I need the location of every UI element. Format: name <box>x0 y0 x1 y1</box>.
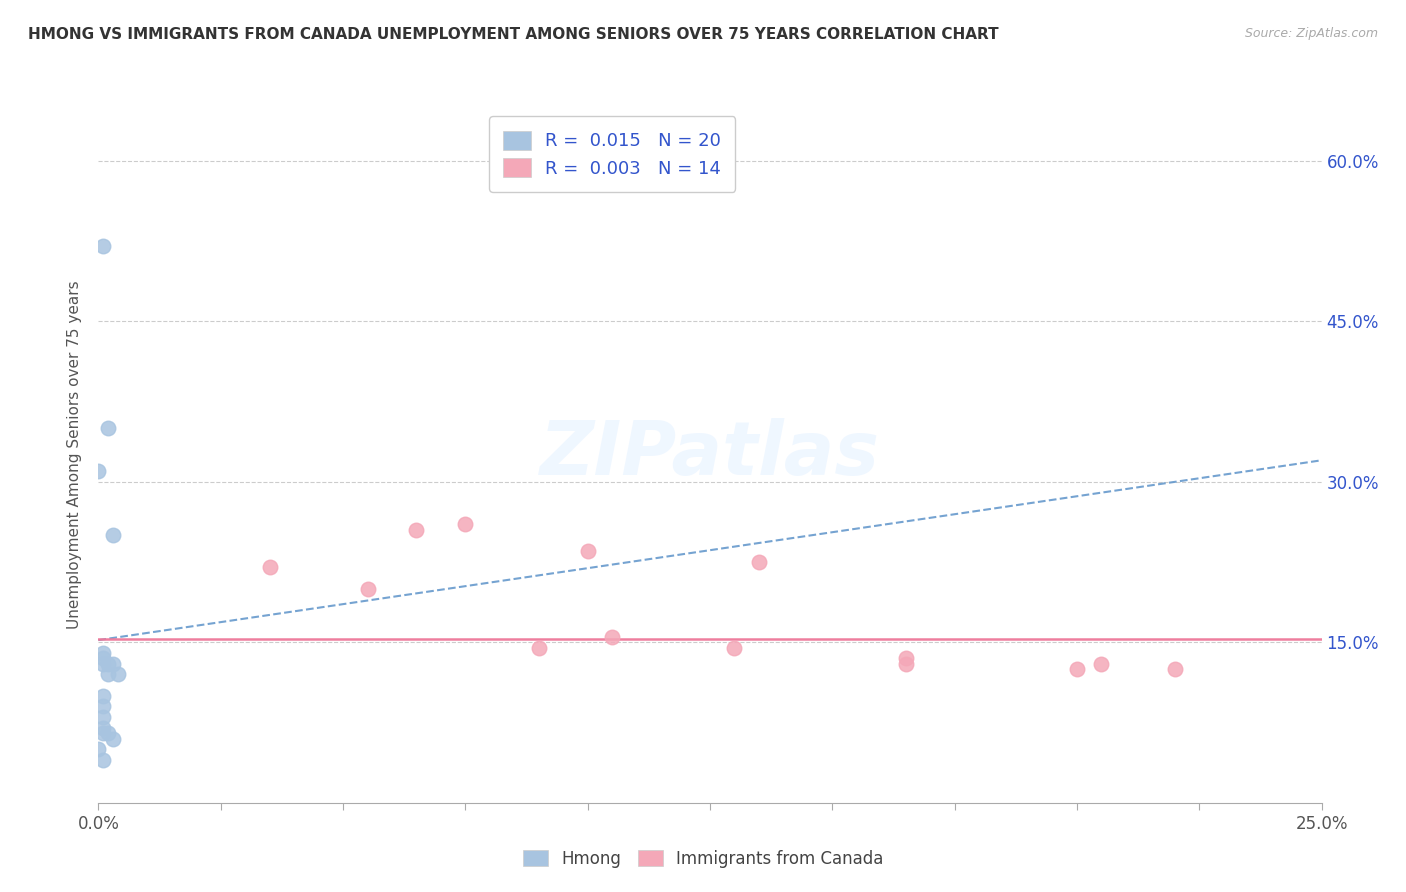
Point <box>1090 657 1112 671</box>
Point <box>101 657 124 671</box>
Point <box>894 651 917 665</box>
Point <box>1066 662 1088 676</box>
Point <box>723 640 745 655</box>
Point <box>91 699 114 714</box>
Point <box>87 742 110 756</box>
Text: Source: ZipAtlas.com: Source: ZipAtlas.com <box>1244 27 1378 40</box>
Point <box>748 555 770 569</box>
Point <box>91 753 114 767</box>
Y-axis label: Unemployment Among Seniors over 75 years: Unemployment Among Seniors over 75 years <box>67 281 83 629</box>
Point <box>101 731 124 746</box>
Point <box>405 523 427 537</box>
Legend: Hmong, Immigrants from Canada: Hmong, Immigrants from Canada <box>516 844 890 875</box>
Legend: R =  0.015   N = 20, R =  0.003   N = 14: R = 0.015 N = 20, R = 0.003 N = 14 <box>489 116 735 192</box>
Point <box>894 657 917 671</box>
Point <box>356 582 378 596</box>
Point <box>259 560 281 574</box>
Point <box>91 710 114 724</box>
Point <box>97 726 120 740</box>
Point <box>97 667 120 681</box>
Point <box>576 544 599 558</box>
Point <box>91 726 114 740</box>
Point <box>91 239 114 253</box>
Point <box>101 528 124 542</box>
Point <box>91 651 114 665</box>
Point <box>1164 662 1187 676</box>
Point <box>107 667 129 681</box>
Point <box>600 630 623 644</box>
Text: ZIPatlas: ZIPatlas <box>540 418 880 491</box>
Point <box>91 721 114 735</box>
Point <box>87 464 110 478</box>
Point <box>97 421 120 435</box>
Text: HMONG VS IMMIGRANTS FROM CANADA UNEMPLOYMENT AMONG SENIORS OVER 75 YEARS CORRELA: HMONG VS IMMIGRANTS FROM CANADA UNEMPLOY… <box>28 27 998 42</box>
Point <box>97 657 120 671</box>
Point <box>91 657 114 671</box>
Point <box>91 689 114 703</box>
Point <box>91 646 114 660</box>
Point <box>527 640 550 655</box>
Point <box>454 517 477 532</box>
